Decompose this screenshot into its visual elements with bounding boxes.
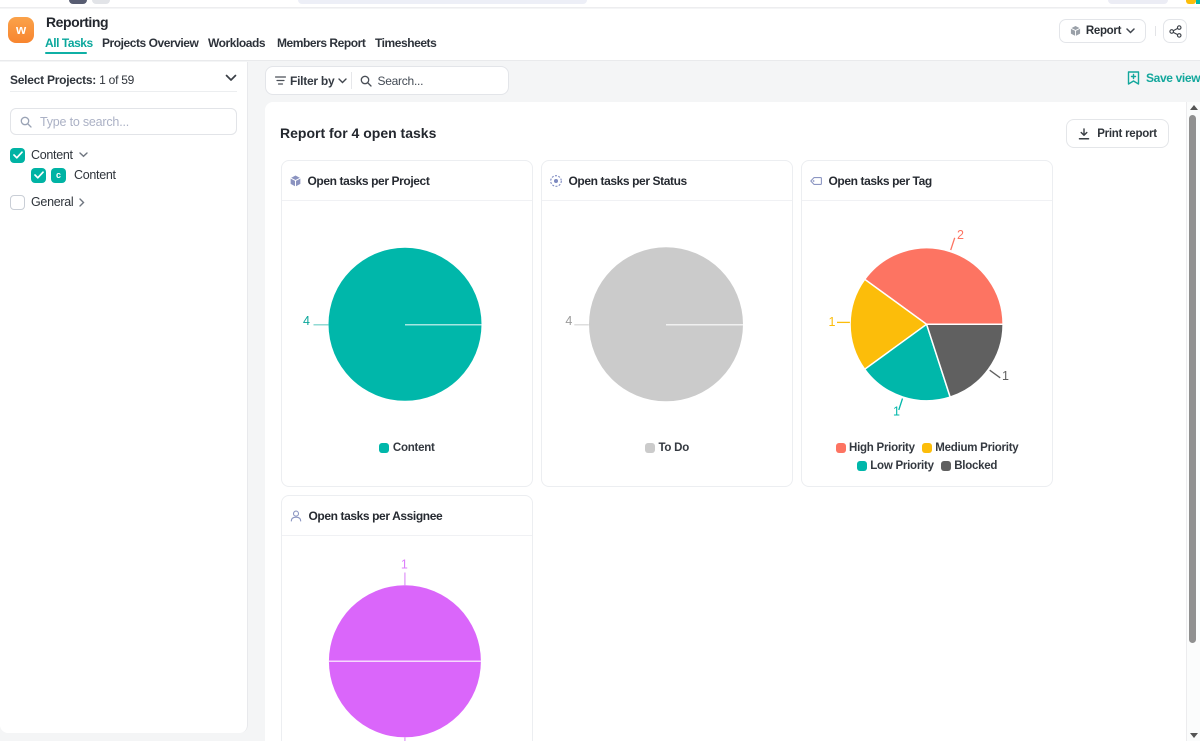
svg-text:2: 2 [957, 228, 964, 242]
svg-text:1: 1 [829, 315, 836, 329]
svg-text:1: 1 [893, 405, 900, 419]
svg-text:4: 4 [303, 314, 310, 328]
svg-text:4: 4 [565, 314, 572, 328]
svg-text:1: 1 [1002, 369, 1009, 383]
svg-text:1: 1 [401, 558, 408, 572]
